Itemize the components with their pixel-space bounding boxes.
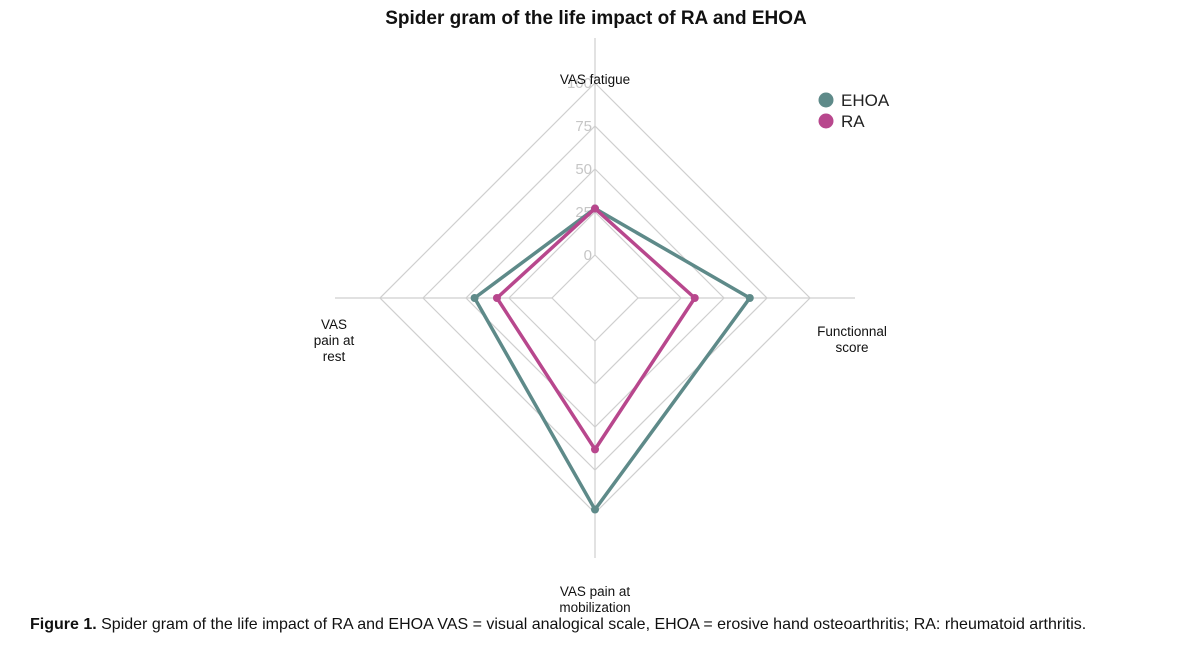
tick-label: 0	[584, 247, 592, 264]
chart-title: Spider gram of the life impact of RA and…	[385, 8, 807, 29]
axis-labels: VAS fatigue Functionnal score VAS pain at mo…	[314, 72, 887, 615]
data-series	[470, 204, 754, 514]
legend-marker-ra	[818, 113, 834, 129]
tick-label: 50	[575, 161, 592, 178]
series-line-ehoa	[472, 206, 752, 512]
caption-text: Spider gram of the life impact of RA and…	[96, 616, 1087, 633]
radar-grid	[335, 38, 855, 558]
caption-label: Figure 1.	[30, 616, 97, 633]
data-point-ehoa	[745, 294, 754, 302]
tick-label: 100	[567, 75, 592, 92]
data-point-ehoa	[470, 294, 479, 302]
data-point-ehoa	[591, 505, 599, 514]
grid-ring	[551, 254, 639, 342]
tick-label: 75	[575, 118, 592, 135]
legend-label-ehoa: EHOA	[841, 91, 890, 110]
legend-marker-ehoa	[818, 92, 834, 108]
axis-label: Functionnal score	[817, 324, 887, 355]
radar-chart: Spider gram of the life impact of RA and…	[314, 8, 890, 615]
data-point-ra	[492, 294, 501, 302]
data-point-ra	[591, 204, 599, 213]
data-point-ra	[591, 445, 599, 454]
figure-caption: Figure 1. Spider gram of the life impact…	[30, 616, 1190, 634]
data-point-ra	[690, 294, 699, 302]
legend-label-ra: RA	[841, 112, 865, 131]
axis-label: VAS pain at rest	[314, 317, 355, 364]
legend: EHOA RA	[818, 91, 890, 131]
axis-label: VAS pain at mobilization	[559, 584, 630, 615]
axis-label: VAS fatigue	[560, 72, 630, 87]
